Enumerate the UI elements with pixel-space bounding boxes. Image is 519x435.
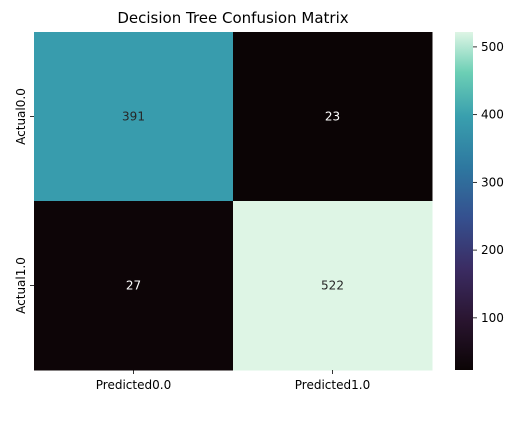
y-tick-label: Actual0.0 — [14, 88, 28, 145]
colorbar-tick-label: 400 — [481, 108, 504, 122]
x-tick-label: Predicted0.0 — [96, 378, 171, 392]
chart-title: Decision Tree Confusion Matrix — [117, 9, 348, 27]
heatmap-cell — [233, 201, 433, 371]
heatmap-cells: 391 23 27 522 — [34, 32, 433, 371]
cell-value-label: 391 — [122, 110, 145, 124]
heatmap-cell — [34, 201, 234, 371]
colorbar-axis: 100 200 300 400 500 — [473, 40, 504, 325]
colorbar-tick-label: 300 — [481, 175, 504, 189]
colorbar — [455, 32, 473, 370]
cell-value-label: 522 — [321, 279, 344, 293]
colorbar-tick-label: 500 — [481, 40, 504, 54]
cell-value-label: 23 — [325, 110, 340, 124]
heatmap-cell — [233, 32, 433, 202]
cell-value-label: 27 — [126, 279, 141, 293]
y-axis: Actual0.0 Actual1.0 — [14, 88, 34, 314]
y-tick-label: Actual1.0 — [14, 257, 28, 314]
x-tick-label: Predicted1.0 — [295, 378, 370, 392]
x-axis: Predicted0.0 Predicted1.0 — [96, 370, 370, 392]
colorbar-tick-label: 100 — [481, 311, 504, 325]
heatmap-cell — [34, 32, 234, 202]
colorbar-tick-label: 200 — [481, 243, 504, 257]
